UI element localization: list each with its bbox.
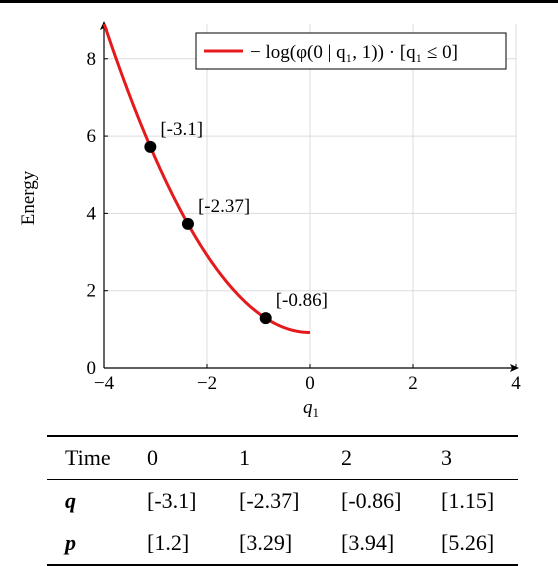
x-axis-label: q1	[303, 397, 319, 420]
table-row: p [1.2] [3.29] [3.94] [5.26]	[47, 522, 518, 566]
table-cell: [-3.1]	[147, 488, 197, 513]
table-cell: [1.2]	[147, 522, 239, 566]
data-point	[144, 140, 157, 153]
grid	[104, 24, 517, 368]
x-axis-label-subscript: 1	[313, 405, 320, 420]
data-point-label: [-0.86]	[276, 290, 328, 311]
x-tick-label: 0	[305, 373, 315, 394]
axes	[100, 21, 519, 372]
data-point	[259, 312, 272, 325]
x-axis-label-main: q	[303, 397, 313, 418]
table-cell: [1.15]	[441, 488, 495, 513]
x-axis-arrow	[510, 364, 519, 372]
series-layer	[102, 23, 311, 334]
legend: − log(φ(0 | q₁, 1)) · [q₁ ≤ 0]	[195, 32, 507, 70]
x-tick-label: −4	[94, 373, 115, 394]
table-header-cell: 3	[441, 435, 518, 480]
table-cell: [-2.37]	[239, 488, 300, 513]
y-axis-label: Energy	[18, 170, 39, 225]
table-row: q [-3.1] [-2.37] [-0.86] [1.15]	[47, 480, 518, 523]
y-tick-label: 4	[87, 203, 97, 224]
y-tick-label: 8	[87, 49, 97, 70]
data-point	[181, 217, 194, 230]
y-tick-label: 6	[87, 126, 97, 147]
ticks: −4 −2 0 2 4 0 2 4 6 8	[87, 49, 522, 394]
x-tick-label: 2	[408, 373, 418, 394]
table-header-cell: Time	[47, 435, 147, 480]
data-point-label: [-2.37]	[198, 196, 250, 217]
table-row-label: q	[65, 488, 76, 513]
table-cell: [5.26]	[441, 522, 518, 566]
legend-box	[195, 32, 507, 70]
table-header-row: Time 0 1 2 3	[47, 435, 518, 480]
x-tick-label: −2	[197, 373, 217, 394]
table-cell: [3.29]	[239, 522, 341, 566]
data-point-label: [-3.1]	[160, 119, 203, 140]
points-layer: [-3.1] [-2.37] [-0.86]	[144, 119, 328, 325]
y-tick-label: 2	[87, 281, 97, 302]
table-header-cell: 0	[147, 435, 239, 480]
energy-curve	[102, 23, 311, 334]
state-table: Time 0 1 2 3 q [-3.1] [-2.37] [-0.86] [1…	[47, 435, 518, 566]
table-header-cell: 2	[341, 435, 441, 480]
x-tick-label: 4	[511, 373, 521, 394]
table-row-label: p	[47, 522, 147, 566]
y-tick-label: 0	[87, 358, 97, 379]
table-cell: [-0.86]	[341, 488, 402, 513]
top-border	[0, 0, 558, 3]
energy-chart: −4 −2 0 2 4 0 2 4 6 8 [-3.1] [-2.37] [-0.86] − log(…	[18, 21, 522, 420]
legend-entry: − log(φ(0 | q₁, 1)) · [q₁ ≤ 0]	[250, 42, 458, 63]
table-header-cell: 1	[239, 435, 341, 480]
table-cell: [3.94]	[341, 522, 441, 566]
